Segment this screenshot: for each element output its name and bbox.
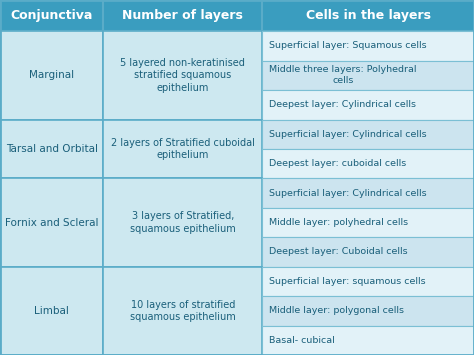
Text: 5 layered non-keratinised
stratified squamous
epithelium: 5 layered non-keratinised stratified squ… — [120, 58, 245, 93]
Text: Deepest layer: cuboidal cells: Deepest layer: cuboidal cells — [269, 159, 407, 168]
Bar — [262, 149, 474, 179]
Bar — [0, 267, 103, 355]
Bar — [262, 179, 474, 208]
Bar — [262, 120, 474, 149]
Text: Basal- cubical: Basal- cubical — [269, 336, 335, 345]
Text: Superficial layer: Cylindrical cells: Superficial layer: Cylindrical cells — [269, 130, 427, 139]
Bar — [103, 0, 262, 31]
Text: Superficial layer: Squamous cells: Superficial layer: Squamous cells — [269, 42, 427, 50]
Text: Cells in the layers: Cells in the layers — [306, 9, 430, 22]
Bar — [262, 90, 474, 120]
Bar — [262, 237, 474, 267]
Bar — [262, 31, 474, 61]
Bar — [0, 0, 103, 31]
Bar — [0, 120, 103, 179]
Text: Number of layers: Number of layers — [122, 9, 243, 22]
Text: Conjunctiva: Conjunctiva — [10, 9, 93, 22]
Text: 10 layers of stratified
squamous epithelium: 10 layers of stratified squamous epithel… — [130, 300, 236, 322]
Bar — [103, 179, 262, 267]
Text: Limbal: Limbal — [34, 306, 69, 316]
Bar — [262, 61, 474, 90]
Bar — [262, 267, 474, 296]
Text: Tarsal and Orbital: Tarsal and Orbital — [6, 144, 98, 154]
Text: Superficial layer: Cylindrical cells: Superficial layer: Cylindrical cells — [269, 189, 427, 198]
Text: 2 layers of Stratified cuboidal
epithelium: 2 layers of Stratified cuboidal epitheli… — [111, 138, 255, 160]
Text: Middle three layers: Polyhedral
cells: Middle three layers: Polyhedral cells — [269, 65, 417, 86]
Bar — [262, 326, 474, 355]
Text: 3 layers of Stratified,
squamous epithelium: 3 layers of Stratified, squamous epithel… — [130, 211, 236, 234]
Bar — [0, 31, 103, 120]
Text: Deepest layer: Cylindrical cells: Deepest layer: Cylindrical cells — [269, 100, 416, 109]
Text: Marginal: Marginal — [29, 70, 74, 80]
Bar — [103, 267, 262, 355]
Bar — [0, 179, 103, 267]
Text: Superficial layer: squamous cells: Superficial layer: squamous cells — [269, 277, 426, 286]
Text: Deepest layer: Cuboidal cells: Deepest layer: Cuboidal cells — [269, 247, 408, 256]
Text: Middle layer: polyhedral cells: Middle layer: polyhedral cells — [269, 218, 409, 227]
Text: Middle layer: polygonal cells: Middle layer: polygonal cells — [269, 306, 404, 315]
Bar — [103, 120, 262, 179]
Bar — [103, 31, 262, 120]
Bar — [262, 296, 474, 326]
Bar — [262, 0, 474, 31]
Text: Fornix and Scleral: Fornix and Scleral — [5, 218, 99, 228]
Bar — [262, 208, 474, 237]
